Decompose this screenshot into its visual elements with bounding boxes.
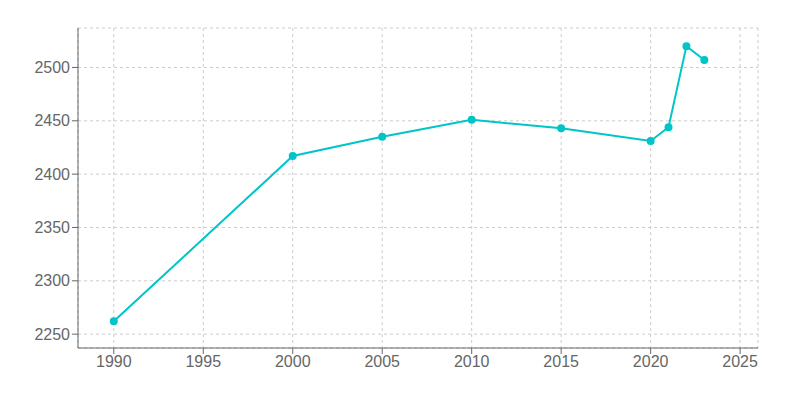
svg-text:2020: 2020 (633, 353, 669, 370)
svg-text:2000: 2000 (275, 353, 311, 370)
svg-text:2500: 2500 (34, 59, 70, 76)
svg-text:2005: 2005 (364, 353, 400, 370)
svg-text:1990: 1990 (96, 353, 132, 370)
svg-text:2300: 2300 (34, 272, 70, 289)
svg-text:2400: 2400 (34, 166, 70, 183)
svg-text:2010: 2010 (454, 353, 490, 370)
svg-text:1995: 1995 (185, 353, 221, 370)
svg-text:2450: 2450 (34, 112, 70, 129)
svg-text:2350: 2350 (34, 219, 70, 236)
svg-text:2250: 2250 (34, 326, 70, 343)
svg-text:2015: 2015 (543, 353, 579, 370)
svg-text:2025: 2025 (722, 353, 758, 370)
